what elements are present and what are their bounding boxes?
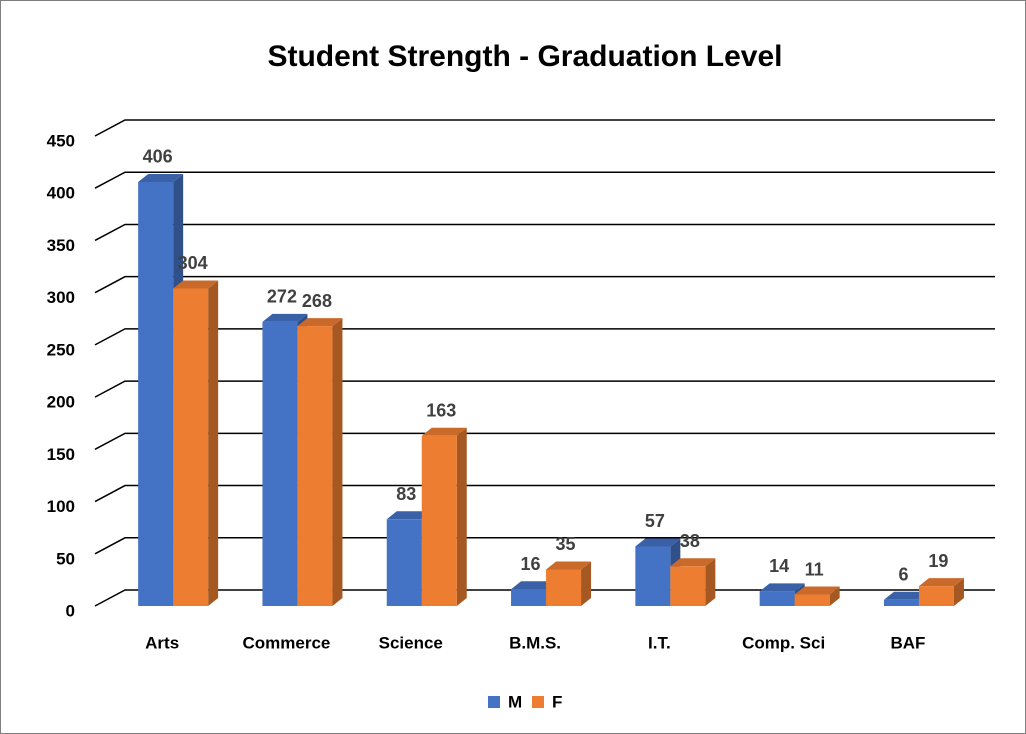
x-tick-label: B.M.S. [509, 633, 561, 652]
x-tick-label: Science [379, 633, 443, 652]
data-label: 268 [302, 291, 332, 311]
data-label: 57 [645, 511, 665, 531]
data-label: 272 [267, 287, 297, 307]
bar-top [918, 578, 964, 587]
data-label: 11 [805, 559, 824, 579]
grid-line [94, 171, 995, 189]
bar-top [511, 581, 557, 590]
data-label: 35 [556, 534, 576, 554]
data-label: 406 [143, 147, 173, 167]
data-label: 163 [426, 401, 456, 421]
bar-top [297, 318, 343, 327]
bar-side [456, 427, 467, 606]
bar [670, 566, 706, 606]
data-label: 38 [680, 531, 700, 551]
bar [173, 288, 209, 606]
bar-top [794, 586, 840, 595]
data-label: 304 [178, 253, 208, 273]
bar-top [262, 313, 308, 322]
grid-line [94, 484, 995, 503]
y-tick-label: 50 [56, 549, 75, 568]
data-label: 19 [928, 551, 948, 571]
bar-side [953, 578, 964, 606]
x-tick-label: I.T. [648, 633, 671, 652]
bar-side [332, 318, 343, 606]
x-tick-label: BAF [890, 633, 925, 652]
bar-top [386, 511, 432, 520]
grid-line [94, 275, 995, 294]
grid-line [94, 432, 995, 450]
bar [794, 594, 830, 606]
bar-top [635, 538, 681, 547]
bar-top [759, 583, 805, 592]
bar-top [173, 280, 219, 289]
legend-swatch [488, 696, 500, 708]
y-tick-label: 100 [47, 497, 75, 516]
data-label: 16 [521, 554, 541, 574]
bar-side [705, 558, 716, 606]
y-tick-label: 300 [47, 288, 75, 307]
grid-line [94, 223, 995, 242]
bar-side [581, 561, 592, 606]
bar [511, 589, 547, 606]
legend-label: M [508, 692, 522, 711]
x-tick-label: Commerce [243, 633, 331, 652]
y-tick-label: 350 [47, 236, 75, 255]
bar-top [421, 427, 467, 436]
bar-top [138, 173, 184, 182]
legend-swatch [532, 696, 544, 708]
data-label: 83 [396, 484, 416, 504]
legend-label: F [552, 692, 562, 711]
bar [421, 435, 457, 606]
bar [918, 586, 954, 606]
y-tick-label: 250 [47, 340, 75, 359]
x-tick-label: Comp. Sci [742, 633, 825, 652]
y-tick-label: 150 [47, 445, 75, 464]
bar [635, 546, 671, 606]
bar-top [883, 591, 929, 600]
bar-side [829, 586, 840, 606]
grid-line [94, 380, 995, 398]
bar [546, 569, 582, 606]
bar [262, 321, 298, 606]
y-tick-label: 400 [47, 184, 75, 203]
chart-title: Student Strength - Graduation Level [267, 40, 782, 73]
bar-top [670, 558, 716, 567]
bar [297, 326, 333, 606]
data-label: 14 [769, 556, 789, 576]
bar [883, 599, 919, 606]
grid-line [94, 119, 995, 137]
y-tick-label: 0 [66, 601, 75, 620]
bar [386, 519, 422, 606]
y-tick-label: 200 [47, 393, 75, 412]
bar-top [546, 561, 592, 570]
grid-line [94, 537, 995, 555]
bar [138, 181, 174, 606]
bar-side [208, 280, 219, 606]
data-label: 6 [898, 564, 908, 584]
x-tick-label: Arts [145, 633, 179, 652]
bar [759, 591, 795, 606]
y-tick-label: 450 [47, 131, 75, 150]
grid-line [94, 328, 995, 346]
